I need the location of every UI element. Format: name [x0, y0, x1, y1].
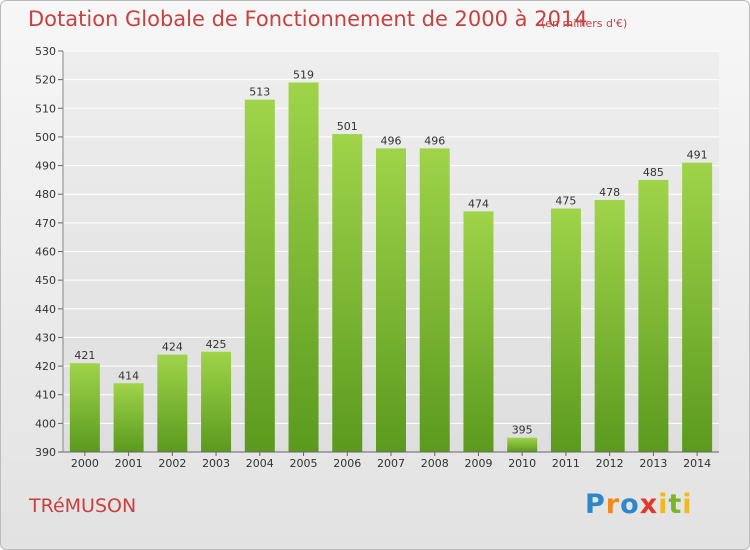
data-label-2013: 485 [643, 166, 664, 179]
bar-2001 [113, 383, 144, 452]
x-tick-label: 2014 [683, 457, 711, 470]
data-label-2004: 513 [249, 86, 270, 99]
x-axis: 2000 2001 2002 2003 2004 2005 2006 2007 2008 2009… [63, 451, 719, 470]
y-tick-label: 490 [35, 160, 56, 173]
bar-2014 [682, 162, 713, 452]
data-label-2000: 421 [74, 349, 95, 362]
x-tick-label: 2002 [158, 457, 186, 470]
data-label-2012: 478 [599, 186, 620, 199]
chart-title: Dotation Globale de Fonctionnement de 20… [28, 7, 588, 31]
bar-2006 [332, 134, 363, 453]
x-tick-label: 2012 [596, 457, 624, 470]
y-tick-label: 520 [35, 74, 56, 87]
x-tick-label: 2004 [246, 457, 274, 470]
data-label-2009: 474 [468, 197, 489, 210]
y-axis: 390 400 410 420 430 440 450 460 470 480 490 500 510 5… [35, 45, 64, 459]
y-tick-label: 450 [35, 274, 56, 287]
y-tick-label: 460 [35, 246, 56, 259]
bar-2009 [463, 211, 494, 452]
data-label-2007: 496 [381, 134, 402, 147]
bar-2004 [244, 99, 275, 452]
bar-2011 [550, 208, 581, 452]
y-tick-label: 440 [35, 303, 56, 316]
y-tick-label: 480 [35, 188, 56, 201]
bar-2007 [376, 148, 406, 452]
commune-name: TRéMUSON [29, 495, 137, 517]
x-tick-label: 2007 [377, 457, 405, 470]
y-tick-label: 500 [35, 131, 56, 144]
data-label-2002: 424 [162, 341, 183, 354]
bar-2012 [594, 199, 625, 452]
bar-2013 [638, 179, 669, 452]
bar-2003 [201, 351, 232, 452]
y-tick-label: 530 [35, 45, 56, 58]
proxiti-logo: Proxiti [585, 489, 693, 520]
x-tick-label: 2006 [333, 457, 361, 470]
data-label-2001: 414 [118, 369, 139, 382]
data-label-2008: 496 [424, 134, 445, 147]
x-tick-label: 2005 [290, 457, 318, 470]
y-tick-label: 430 [35, 331, 56, 344]
bar-2000 [69, 363, 100, 452]
x-tick-label: 2011 [552, 457, 580, 470]
data-label-2005: 519 [293, 69, 314, 82]
data-label-2011: 475 [555, 195, 576, 208]
x-tick-label: 2009 [464, 457, 492, 470]
x-tick-label: 2010 [508, 457, 536, 470]
x-tick-label: 2008 [421, 457, 449, 470]
y-tick-label: 420 [35, 360, 56, 373]
y-tick-label: 390 [35, 446, 56, 459]
y-tick-label: 400 [35, 417, 56, 430]
y-tick-label: 470 [35, 217, 56, 230]
bar-2010 [507, 437, 538, 452]
chart-unit-note: (en milliers d'€) [541, 17, 628, 30]
bar-2002 [157, 354, 188, 452]
data-label-2003: 425 [206, 338, 227, 351]
bars: 421 414 424 425 513 519 501 496 496 474 395 475 478 4… [69, 69, 713, 453]
data-label-2006: 501 [337, 120, 358, 133]
y-tick-label: 410 [35, 389, 56, 402]
data-label-2010: 395 [512, 424, 533, 437]
y-tick-label: 510 [35, 102, 56, 115]
x-tick-label: 2003 [202, 457, 230, 470]
bar-2008 [419, 148, 450, 452]
bar-2005 [288, 82, 319, 452]
x-tick-label: 2000 [71, 457, 99, 470]
data-label-2014: 491 [687, 149, 708, 162]
x-tick-label: 2001 [115, 457, 143, 470]
x-tick-label: 2013 [639, 457, 667, 470]
